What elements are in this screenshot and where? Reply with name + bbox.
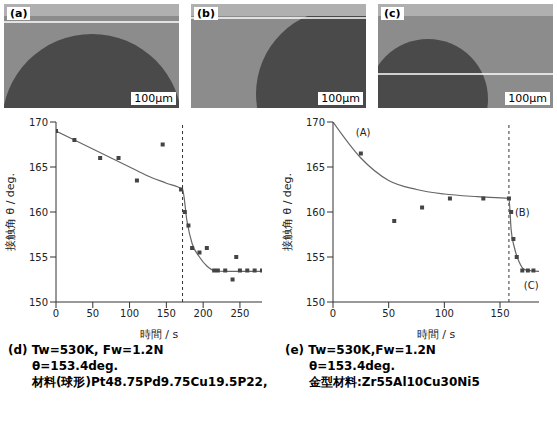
svg-text:165: 165 <box>29 162 48 173</box>
svg-text:160: 160 <box>29 207 48 218</box>
svg-text:170: 170 <box>29 117 48 128</box>
svg-text:155: 155 <box>29 252 48 263</box>
html-text:材料(球形)Pt48.75Pd9.75Cu19.5P22,: 材料(球形)Pt48.75Pd9.75Cu19.5P22, <box>32 375 268 389</box>
svg-text:(B): (B) <box>515 207 530 218</box>
svg-text:50: 50 <box>382 308 395 319</box>
html-text:金型材料:Zr55Al10Cu30Ni5: 金型材料:Zr55Al10Cu30Ni5 <box>309 375 480 389</box>
svg-text:150: 150 <box>157 308 176 319</box>
svg-text:160: 160 <box>306 207 325 218</box>
svg-text:155: 155 <box>306 252 325 263</box>
html-text:(a): (a) <box>10 7 28 20</box>
svg-text:250: 250 <box>230 308 249 319</box>
svg-text:150: 150 <box>490 308 509 319</box>
svg-text:100: 100 <box>435 308 454 319</box>
svg-text:接触角 θ / deg.: 接触角 θ / deg. <box>4 173 17 251</box>
html-text:(e) Tw=530K,Fw=1.2N: (e) Tw=530K,Fw=1.2N <box>285 343 436 357</box>
svg-text:150: 150 <box>29 297 48 308</box>
svg-text:(C): (C) <box>524 280 539 291</box>
svg-text:0: 0 <box>53 308 59 319</box>
svg-text:165: 165 <box>306 162 325 173</box>
svg-text:0: 0 <box>330 308 336 319</box>
svg-text:(A): (A) <box>356 127 371 138</box>
html-text:(c): (c) <box>384 7 401 20</box>
svg-text:時間 / s: 時間 / s <box>417 328 456 341</box>
svg-text:170: 170 <box>306 117 325 128</box>
svg-text:接触角 θ / deg.: 接触角 θ / deg. <box>281 173 294 251</box>
svg-text:時間 / s: 時間 / s <box>140 328 179 341</box>
html-text:100μm: 100μm <box>321 92 360 105</box>
html-text:(b): (b) <box>197 7 215 20</box>
html-text:100μm: 100μm <box>134 92 173 105</box>
html-text:θ=153.4deg.: θ=153.4deg. <box>32 359 119 373</box>
svg-text:100: 100 <box>120 308 139 319</box>
html-text:θ=153.4deg.: θ=153.4deg. <box>309 359 396 373</box>
svg-text:50: 50 <box>86 308 99 319</box>
svg-text:200: 200 <box>194 308 213 319</box>
html-text:100μm: 100μm <box>508 92 547 105</box>
svg-text:150: 150 <box>306 297 325 308</box>
html-text:(d) Tw=530K, Fw=1.2N: (d) Tw=530K, Fw=1.2N <box>8 343 164 357</box>
